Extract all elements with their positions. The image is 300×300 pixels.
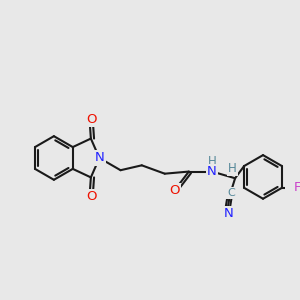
Text: O: O: [86, 190, 96, 203]
Text: C: C: [227, 188, 235, 198]
Text: O: O: [169, 184, 179, 197]
Text: H: H: [208, 155, 217, 168]
Text: N: N: [224, 207, 233, 220]
Text: F: F: [294, 181, 300, 194]
Text: N: N: [94, 152, 104, 164]
Text: H: H: [228, 162, 237, 175]
Text: O: O: [86, 113, 96, 126]
Text: N: N: [207, 165, 217, 178]
